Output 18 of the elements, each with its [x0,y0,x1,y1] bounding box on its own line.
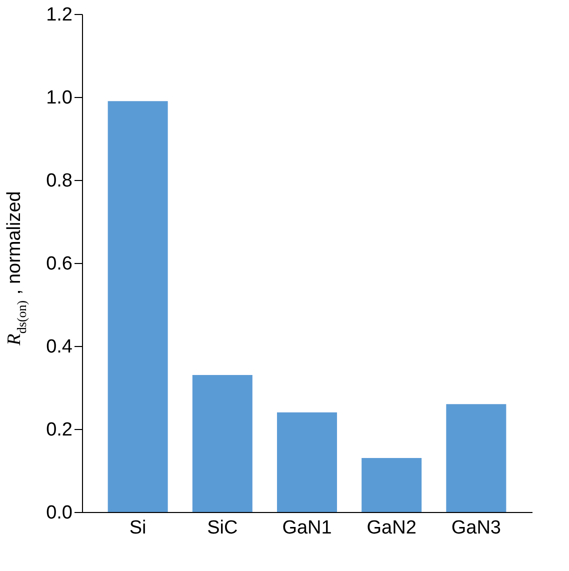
y-axis-title: Rds(on), normalized [4,191,29,346]
bar [362,458,422,512]
bar [108,101,168,512]
x-tick-label: GaN3 [451,518,501,538]
y-tick-label: 0.2 [46,420,72,440]
y-tick-label: 0.4 [46,336,73,358]
y-tick-label: 1.0 [46,88,72,108]
y-tick-label: 0.0 [46,502,72,524]
x-tick-label: Si [129,518,146,538]
bar [277,412,337,512]
y-tick-label: 1.2 [46,4,72,26]
x-tick-label: GaN2 [366,518,416,538]
bar [446,404,506,512]
y-tick-label: 0.8 [46,170,72,192]
x-tick-label: SiC [207,518,238,538]
y-tick-label: 0.6 [46,254,72,274]
x-tick-label: GaN1 [282,518,332,538]
bar [192,375,252,512]
